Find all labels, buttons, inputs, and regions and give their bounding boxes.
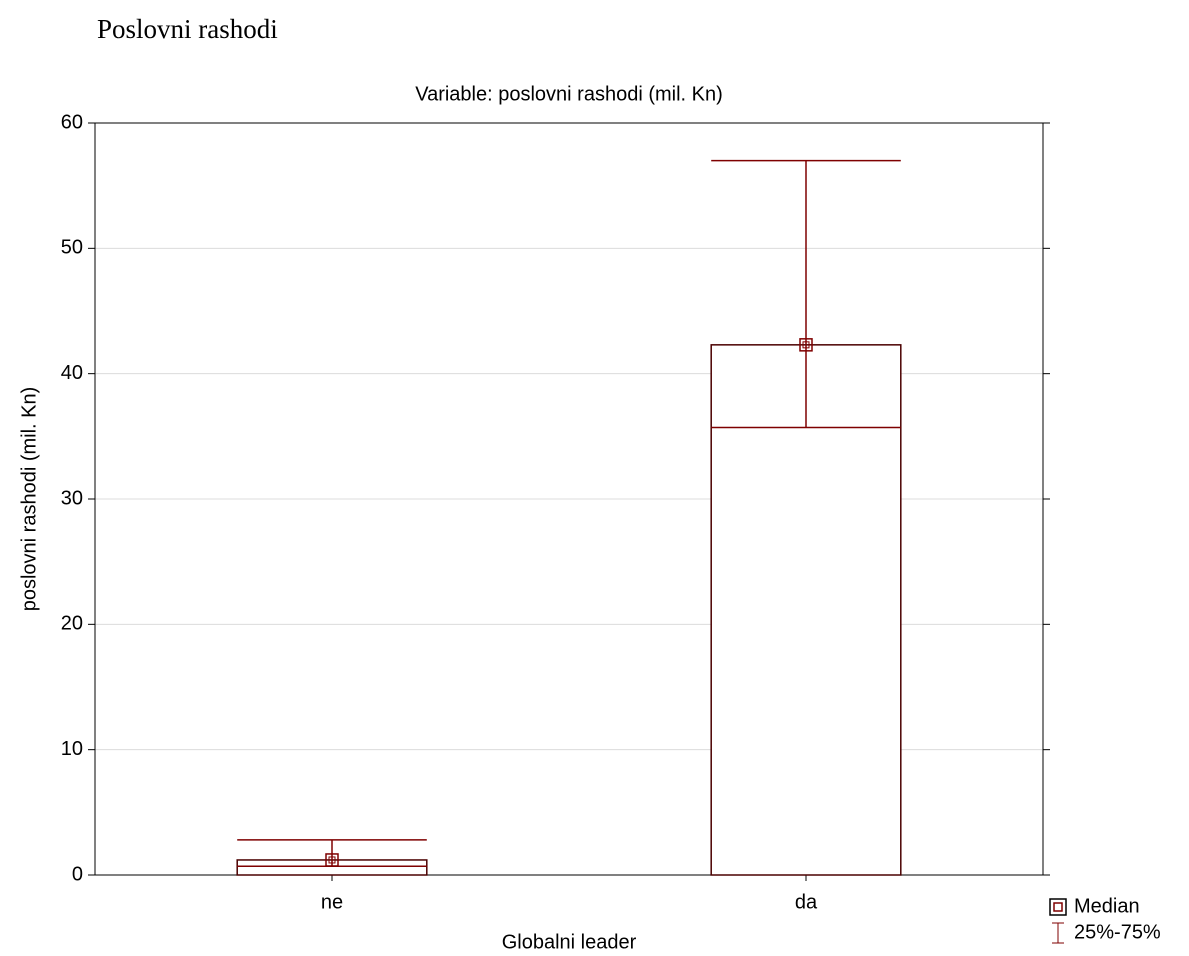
y-tick-label: 50 (61, 237, 83, 259)
y-tick-label: 30 (61, 487, 83, 509)
x-tick-label: da (795, 891, 818, 913)
median-marker-inner (802, 341, 810, 349)
page-heading: Poslovni rashodi (97, 14, 278, 44)
legend-median-icon-inner (1053, 902, 1063, 912)
y-axis-label: poslovni rashodi (mil. Kn) (18, 387, 40, 612)
y-tick-label: 10 (61, 738, 83, 760)
median-bar (710, 344, 902, 876)
legend-label: 25%-75% (1074, 921, 1161, 943)
x-tick-label: ne (321, 891, 343, 913)
median-marker-inner (328, 856, 336, 864)
y-tick-label: 20 (61, 613, 83, 635)
y-tick-label: 0 (72, 863, 83, 885)
y-tick-label: 60 (61, 111, 83, 133)
legend-label: Median (1074, 895, 1140, 917)
y-tick-label: 40 (61, 362, 83, 384)
x-axis-label: Globalni leader (502, 931, 637, 953)
legend-median-icon (1049, 898, 1067, 916)
median-marker (325, 853, 339, 867)
chart-title: Variable: poslovni rashodi (mil. Kn) (415, 83, 723, 105)
plot-frame (94, 122, 1044, 876)
median-marker (799, 338, 813, 352)
